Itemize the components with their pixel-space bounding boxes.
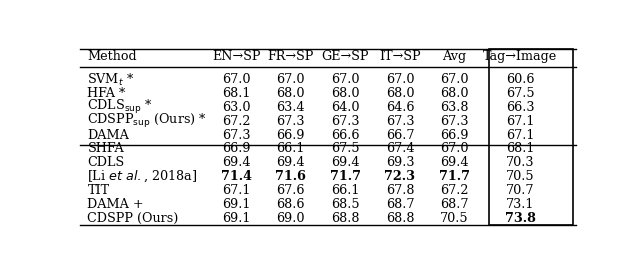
- Text: 68.7: 68.7: [386, 198, 414, 211]
- Text: 63.0: 63.0: [222, 101, 250, 114]
- Text: 63.4: 63.4: [276, 101, 305, 114]
- Text: 69.4: 69.4: [276, 156, 305, 169]
- Text: 66.9: 66.9: [222, 143, 250, 155]
- Text: 69.1: 69.1: [222, 198, 250, 211]
- Text: 67.0: 67.0: [440, 143, 468, 155]
- Text: 67.0: 67.0: [331, 73, 360, 86]
- Text: 68.6: 68.6: [276, 198, 305, 211]
- Text: 68.1: 68.1: [222, 87, 250, 100]
- Text: 66.1: 66.1: [331, 184, 360, 197]
- Text: 71.4: 71.4: [221, 170, 252, 183]
- Text: 67.2: 67.2: [440, 184, 468, 197]
- Text: 67.4: 67.4: [386, 143, 414, 155]
- Text: 67.0: 67.0: [222, 73, 250, 86]
- Text: 68.7: 68.7: [440, 198, 468, 211]
- Text: DAMA: DAMA: [88, 129, 129, 141]
- Text: 66.6: 66.6: [331, 129, 360, 141]
- Text: 73.8: 73.8: [505, 212, 536, 225]
- Text: 66.1: 66.1: [276, 143, 305, 155]
- Text: TIT: TIT: [88, 184, 109, 197]
- Text: 68.0: 68.0: [440, 87, 468, 100]
- Text: 63.8: 63.8: [440, 101, 468, 114]
- Text: 69.4: 69.4: [331, 156, 360, 169]
- Text: 67.8: 67.8: [386, 184, 414, 197]
- Text: 68.5: 68.5: [331, 198, 360, 211]
- Text: 67.3: 67.3: [331, 115, 360, 128]
- Text: EN→SP: EN→SP: [212, 50, 260, 63]
- Text: 67.5: 67.5: [506, 87, 535, 100]
- Text: 67.3: 67.3: [386, 115, 414, 128]
- Text: 71.7: 71.7: [330, 170, 361, 183]
- Text: 69.0: 69.0: [276, 212, 305, 225]
- Text: 68.0: 68.0: [386, 87, 414, 100]
- Text: 69.4: 69.4: [440, 156, 468, 169]
- Text: 60.6: 60.6: [506, 73, 534, 86]
- Text: 67.0: 67.0: [440, 73, 468, 86]
- Text: CDLS: CDLS: [88, 156, 125, 169]
- Text: 67.3: 67.3: [222, 129, 250, 141]
- Text: 72.3: 72.3: [385, 170, 415, 183]
- Text: GE→SP: GE→SP: [322, 50, 369, 63]
- Text: 68.8: 68.8: [331, 212, 360, 225]
- Text: 64.6: 64.6: [386, 101, 414, 114]
- Text: 67.0: 67.0: [276, 73, 305, 86]
- Text: 69.3: 69.3: [386, 156, 414, 169]
- Text: CDSPP$_{\sf sup}$ (Ours) *: CDSPP$_{\sf sup}$ (Ours) *: [88, 112, 207, 130]
- Text: 69.4: 69.4: [222, 156, 250, 169]
- Text: 69.1: 69.1: [222, 212, 250, 225]
- Text: 73.1: 73.1: [506, 198, 534, 211]
- Text: 68.0: 68.0: [331, 87, 360, 100]
- Text: 67.5: 67.5: [331, 143, 360, 155]
- Text: Method: Method: [88, 50, 137, 63]
- Text: 71.7: 71.7: [439, 170, 470, 183]
- Text: 68.0: 68.0: [276, 87, 305, 100]
- Text: HFA *: HFA *: [88, 87, 125, 100]
- Text: CDSPP (Ours): CDSPP (Ours): [88, 212, 179, 225]
- Text: IT→SP: IT→SP: [379, 50, 420, 63]
- Text: 66.9: 66.9: [276, 129, 305, 141]
- Text: [Li $\it{et}$ $\it{al.}$, 2018a]: [Li $\it{et}$ $\it{al.}$, 2018a]: [88, 169, 198, 184]
- Bar: [489, 48, 573, 225]
- Text: CDLS$_{\sf sup}$ *: CDLS$_{\sf sup}$ *: [88, 99, 153, 116]
- Text: Avg: Avg: [442, 50, 467, 63]
- Text: 70.3: 70.3: [506, 156, 534, 169]
- Text: Tag→Image: Tag→Image: [483, 50, 557, 63]
- Text: 70.5: 70.5: [506, 170, 535, 183]
- Text: 70.7: 70.7: [506, 184, 534, 197]
- Text: 67.1: 67.1: [506, 115, 534, 128]
- Text: 64.0: 64.0: [331, 101, 360, 114]
- Text: SVM$_t$ *: SVM$_t$ *: [88, 72, 134, 88]
- Text: 68.8: 68.8: [386, 212, 414, 225]
- Text: 67.6: 67.6: [276, 184, 305, 197]
- Text: 67.1: 67.1: [222, 184, 250, 197]
- Text: 66.7: 66.7: [386, 129, 414, 141]
- Text: 66.9: 66.9: [440, 129, 468, 141]
- Text: 71.6: 71.6: [275, 170, 306, 183]
- Text: SHFA: SHFA: [88, 143, 124, 155]
- Text: FR→SP: FR→SP: [268, 50, 314, 63]
- Text: 67.3: 67.3: [440, 115, 468, 128]
- Text: 67.2: 67.2: [222, 115, 250, 128]
- Text: 68.1: 68.1: [506, 143, 534, 155]
- Text: 67.0: 67.0: [386, 73, 414, 86]
- Text: 67.1: 67.1: [506, 129, 534, 141]
- Text: DAMA +: DAMA +: [88, 198, 144, 211]
- Text: 66.3: 66.3: [506, 101, 534, 114]
- Text: 70.5: 70.5: [440, 212, 468, 225]
- Text: 67.3: 67.3: [276, 115, 305, 128]
